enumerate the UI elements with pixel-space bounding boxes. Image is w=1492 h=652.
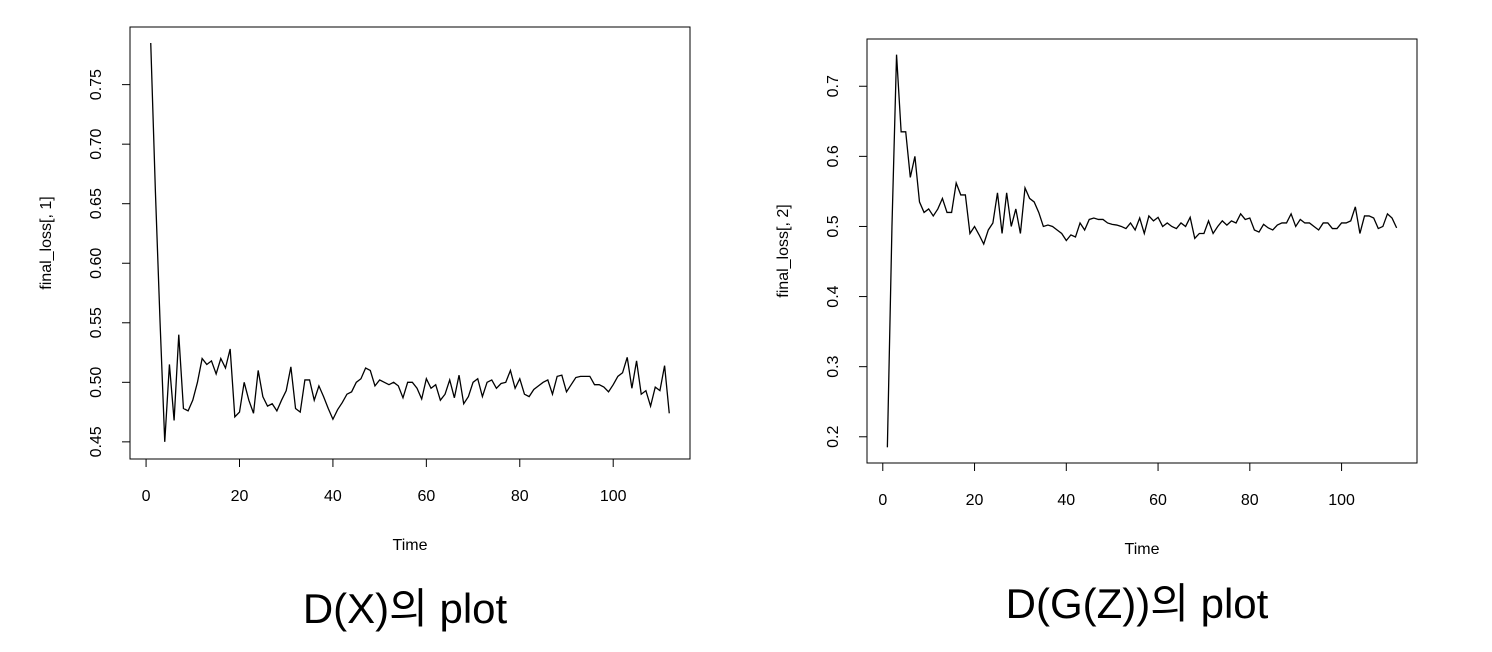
y-tick-label: 0.2 (825, 426, 842, 448)
data-line (150, 42, 670, 442)
x-tick-label: 80 (1241, 492, 1259, 509)
x-tick-label: 40 (324, 488, 342, 505)
y-tick-label: 0.65 (88, 188, 105, 219)
y-tick-label: 0.5 (825, 215, 842, 237)
caption: D(G(Z))의 plot (1006, 580, 1269, 627)
x-tick-label: 100 (1328, 492, 1355, 509)
x-tick-label: 100 (600, 488, 627, 505)
x-axis-title: Time (1125, 541, 1160, 558)
y-tick-label: 0.6 (825, 145, 842, 167)
x-tick-label: 80 (511, 488, 529, 505)
y-tick-label: 0.55 (88, 307, 105, 338)
x-tick-label: 0 (878, 492, 887, 509)
x-tick-label: 20 (966, 492, 984, 509)
y-tick-label: 0.45 (88, 426, 105, 457)
x-tick-label: 0 (142, 488, 151, 505)
y-tick-label: 0.7 (825, 75, 842, 97)
caption: D(X)의 plot (303, 585, 508, 632)
data-line (886, 54, 1398, 448)
y-tick-label: 0.4 (825, 285, 842, 307)
x-tick-label: 60 (1149, 492, 1167, 509)
x-tick-label: 40 (1057, 492, 1075, 509)
y-tick-label: 0.60 (88, 248, 105, 279)
y-tick-label: 0.75 (88, 69, 105, 100)
x-axis-title: Time (393, 537, 428, 554)
y-tick-label: 0.3 (825, 355, 842, 377)
y-tick-label: 0.50 (88, 367, 105, 398)
x-tick-label: 20 (231, 488, 249, 505)
plot-box (129, 26, 691, 460)
plot-box (866, 38, 1418, 464)
y-axis-title: final_loss[, 2] (775, 204, 792, 297)
y-tick-label: 0.70 (88, 128, 105, 159)
y-axis-title: final_loss[, 1] (38, 196, 55, 289)
x-tick-label: 60 (417, 488, 435, 505)
